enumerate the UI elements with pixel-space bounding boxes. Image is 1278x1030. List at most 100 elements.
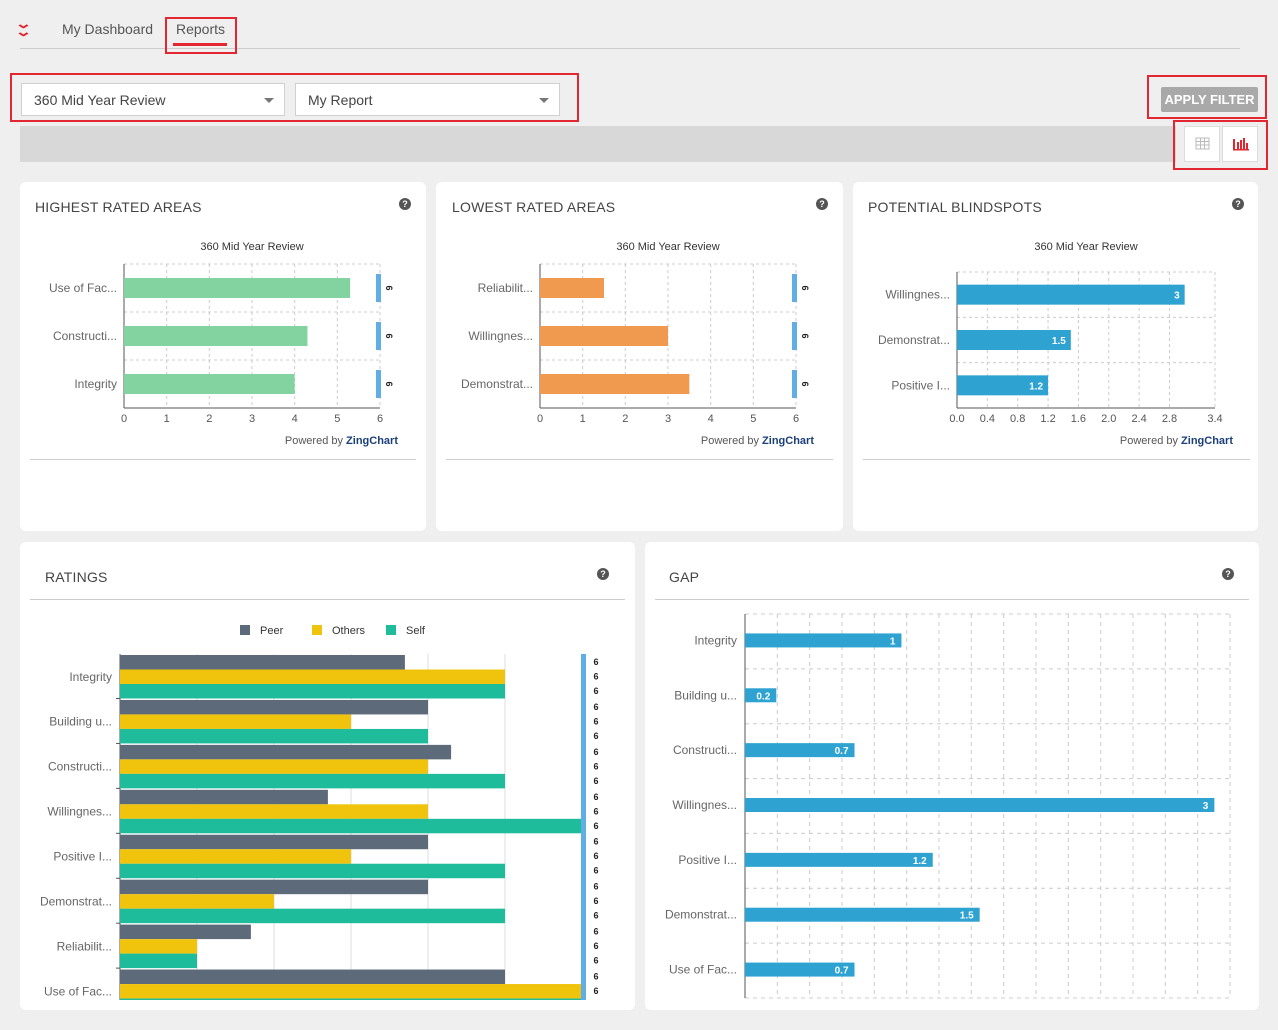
bar (124, 326, 308, 346)
chart-title: 360 Mid Year Review (200, 241, 303, 253)
y-tick-label: Reliabilit... (57, 939, 112, 953)
card-divider (863, 459, 1250, 460)
x-tick-label: 3 (249, 413, 255, 425)
x-tick-label: 2 (622, 413, 628, 425)
review-select[interactable]: 360 Mid Year Review (21, 83, 285, 116)
help-icon[interactable]: ? (597, 568, 609, 580)
card-title: RATINGS (45, 569, 108, 585)
y-tick-label: Willingnes... (672, 798, 737, 812)
double-chevron-down-icon[interactable]: ⌄ ⌄ (14, 16, 33, 39)
marker-label: 6 (593, 866, 598, 876)
review-select-value: 360 Mid Year Review (34, 92, 166, 108)
y-tick-label: Constructi... (48, 760, 112, 774)
bar (120, 953, 197, 969)
legend-label: Peer (260, 625, 284, 637)
y-tick-label: Integrity (69, 670, 112, 684)
y-tick-label: Building u... (49, 715, 112, 729)
marker-label: 6 (593, 792, 598, 802)
tab-reports[interactable]: Reports (176, 21, 226, 37)
marker-label: 6 (593, 731, 598, 741)
bar (745, 633, 902, 648)
x-tick-label: 0 (537, 413, 543, 425)
x-tick-label: 1.6 (1071, 413, 1086, 425)
x-tick-label: 1 (164, 413, 170, 425)
marker-label: 6 (593, 761, 598, 771)
target-marker (376, 274, 381, 302)
card-divider (30, 459, 416, 460)
potential-blindspots-card: POTENTIAL BLINDSPOTS ? 360 Mid Year Revi… (853, 182, 1258, 531)
marker-label: 6 (593, 686, 598, 696)
caret-down-icon (539, 98, 549, 103)
ratings-card: RATINGS ? Peer Others Self Integrity 6 6 6 Buil… (20, 542, 635, 1010)
marker-label: 6 (593, 896, 598, 906)
x-tick-label: 0 (121, 413, 127, 425)
marker-label: 6 (593, 882, 598, 892)
target-marker (792, 274, 797, 302)
highest-rated-chart: 360 Mid Year Review 0 1 2 3 4 5 6 Use of Fac... 6… (49, 241, 398, 447)
top-navigation: ⌄ ⌄ My Dashboard Reports (0, 0, 1278, 60)
help-icon[interactable]: ? (399, 198, 411, 210)
help-icon[interactable]: ? (1232, 198, 1244, 210)
marker-label: 6 (593, 956, 598, 966)
marker-label: 6 (800, 333, 810, 338)
bar (120, 849, 351, 864)
y-tick-label: Demonstrat... (40, 894, 112, 908)
bar (745, 962, 855, 977)
help-icon[interactable]: ? (1222, 568, 1234, 580)
highest-rated-card: HIGHEST RATED AREAS ? 360 Mid Year Revie… (20, 182, 426, 531)
powered-by-label: Powered by ZingChart (701, 435, 814, 447)
legend-label: Others (332, 625, 366, 637)
bar (120, 789, 328, 805)
data-label: 1.2 (913, 856, 927, 867)
marker-label: 6 (593, 657, 598, 667)
bar (120, 879, 428, 895)
y-tick-label: Willingnes... (468, 329, 533, 343)
y-tick-label: Willingnes... (47, 805, 112, 819)
data-label: 1.5 (1052, 336, 1066, 347)
data-label: 3 (1203, 801, 1209, 812)
y-tick-label: Integrity (74, 377, 117, 391)
card-title: HIGHEST RATED AREAS (35, 199, 202, 215)
x-tick-label: 2.8 (1162, 413, 1177, 425)
target-marker (792, 370, 797, 398)
marker-label: 6 (593, 806, 598, 816)
bar (120, 669, 505, 684)
apply-filter-button[interactable]: APPLY FILTER (1161, 87, 1258, 112)
caret-down-icon (264, 98, 274, 103)
x-tick-label: 2.0 (1101, 413, 1116, 425)
bar (120, 728, 428, 744)
marker-label: 6 (384, 333, 394, 338)
data-label: 1.5 (960, 911, 974, 922)
marker-label: 6 (593, 672, 598, 682)
gap-chart: Integrity 1 Building u... 0.2 Constructi... 0… (665, 613, 1231, 999)
bar (120, 908, 505, 924)
x-tick-label: 2.4 (1131, 413, 1146, 425)
active-tab-indicator (173, 43, 227, 46)
marker-label: 6 (593, 986, 598, 996)
powered-by-label: Powered by ZingChart (285, 435, 398, 447)
y-tick-label: Positive I... (53, 849, 112, 863)
data-label: 0.2 (756, 691, 770, 702)
bar (120, 655, 405, 670)
bar (957, 375, 1049, 396)
help-icon[interactable]: ? (816, 198, 828, 210)
bar (120, 939, 197, 954)
bar (540, 374, 690, 394)
bar-chart-icon (1233, 138, 1249, 151)
gap-card: GAP ? Integrity 1 Building u... 0.2 Construc… (645, 542, 1259, 1010)
chart-view-button[interactable] (1222, 126, 1258, 162)
y-tick-label: Use of Fac... (49, 281, 117, 295)
card-title: POTENTIAL BLINDSPOTS (868, 199, 1042, 215)
marker-label: 6 (593, 702, 598, 712)
bar (120, 773, 505, 789)
tab-my-dashboard[interactable]: My Dashboard (62, 21, 154, 37)
marker-label: 6 (593, 972, 598, 982)
card-divider (655, 599, 1249, 600)
target-marker (581, 654, 586, 1000)
report-select[interactable]: My Report (295, 83, 560, 116)
bar (120, 684, 505, 699)
bar (124, 374, 295, 394)
x-tick-label: 0.0 (949, 413, 964, 425)
marker-label: 6 (384, 381, 394, 386)
table-view-button[interactable] (1184, 126, 1220, 162)
